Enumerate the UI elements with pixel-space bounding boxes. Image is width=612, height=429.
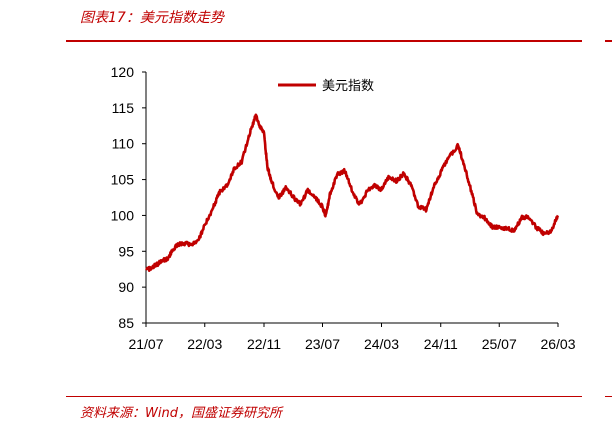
y-tick-label: 110 [112, 136, 135, 152]
y-tick-label: 120 [111, 64, 135, 80]
series-line-dollar-index [145, 113, 560, 273]
chart-plot-area [145, 113, 560, 273]
legend-label: 美元指数 [322, 79, 374, 94]
x-tick-label: 22/11 [247, 336, 281, 352]
bottom-divider-end [605, 396, 612, 397]
bottom-divider [66, 396, 582, 397]
y-tick-label: 115 [112, 100, 135, 116]
top-divider [66, 40, 582, 42]
x-tick-label: 23/07 [305, 336, 340, 352]
source-note: 资料来源：Wind，国盛证券研究所 [80, 406, 282, 421]
top-divider-end [605, 40, 612, 42]
x-tick-label: 24/11 [424, 336, 458, 352]
figure-title: 图表17：美元指数走势 [80, 10, 224, 26]
y-tick-label: 95 [118, 243, 134, 259]
y-tick-label: 105 [111, 172, 135, 188]
x-tick-label: 24/03 [364, 336, 399, 352]
x-tick-label: 22/03 [187, 336, 222, 352]
y-tick-label: 90 [118, 279, 134, 295]
y-tick-label: 85 [118, 315, 134, 331]
chart-axes: 85 90 95 100 105 110 115 120 21/07 22/03 22/11 23/0… [111, 64, 576, 352]
chart-legend: 美元指数 [278, 79, 374, 94]
x-tick-label: 26/03 [540, 336, 575, 352]
y-tick-label: 100 [111, 207, 135, 223]
x-tick-label: 25/07 [482, 336, 517, 352]
x-tick-label: 21/07 [128, 336, 163, 352]
